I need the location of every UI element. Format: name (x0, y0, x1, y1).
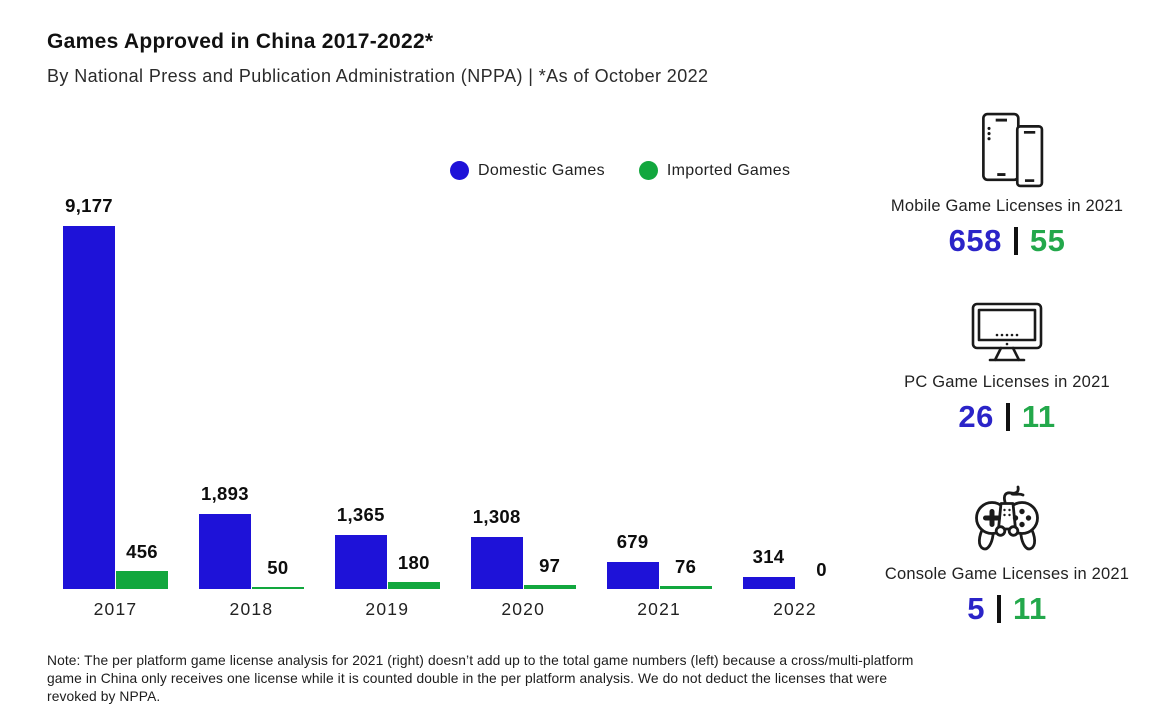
mobile-imported-count: 55 (1029, 223, 1066, 258)
domestic-value-label-2021: 679 (616, 531, 649, 553)
console-licenses-stat: Console Game Licenses in 2021 5 11 (870, 482, 1144, 627)
bar-group-2019: 1,365 180 2019 (334, 224, 440, 619)
year-label-2019: 2019 (365, 599, 410, 619)
domestic-bar-2017 (63, 226, 115, 589)
imported-bar-2021 (659, 586, 712, 589)
bar-chart: 9,177 456 2017 1,893 50 2018 1,365 180 2019 1,308… (63, 195, 853, 619)
year-label-2018: 2018 (229, 599, 274, 619)
year-label-2022: 2022 (773, 599, 817, 619)
license-stats-panel: Mobile Game Licenses in 2021 658 55 PC G… (870, 112, 1144, 632)
domestic-bar-2018 (198, 514, 251, 589)
pc-stat-label: PC Game Licenses in 2021 (904, 373, 1110, 391)
year-label-2017: 2017 (93, 599, 138, 619)
bar-group-2017: 9,177 456 2017 (63, 195, 168, 619)
mobile-licenses-stat: Mobile Game Licenses in 2021 658 55 (870, 112, 1144, 259)
imported-value-label-2019: 180 (397, 551, 430, 573)
console-stat-label: Console Game Licenses in 2021 (884, 565, 1130, 583)
imported-value-label-2021: 76 (675, 556, 697, 577)
separator-bar (996, 595, 1001, 623)
year-label-2020: 2020 (501, 599, 546, 619)
domestic-bar-2021 (606, 562, 659, 589)
legend-item-imported: Imported Games (638, 161, 791, 180)
imported-bar-2020 (523, 585, 576, 589)
mobile-phones-icon (982, 112, 1044, 188)
pc-imported-count: 11 (1021, 399, 1056, 434)
pc-domestic-count: 26 (958, 399, 994, 434)
page-title: Games Approved in China 2017-2022* (47, 30, 434, 53)
bar-group-2021: 679 76 2021 (606, 224, 712, 619)
legend-label-domestic: Domestic Games (478, 161, 605, 179)
imported-value-label-2018: 50 (267, 557, 289, 578)
domestic-value-label-2018: 1,893 (200, 483, 249, 505)
header: Games Approved in China 2017-2022* By Na… (47, 30, 708, 87)
page-subtitle: By National Press and Publication Admini… (47, 66, 709, 86)
legend-item-domestic: Domestic Games (450, 161, 605, 180)
domestic-swatch-icon (450, 161, 469, 180)
separator-bar (1005, 403, 1010, 431)
domestic-value-label-2022: 314 (752, 545, 785, 567)
bar-group-2020: 1,308 97 2020 (470, 224, 576, 619)
year-label-2021: 2021 (637, 599, 681, 619)
legend-label-imported: Imported Games (666, 161, 791, 179)
imported-bar-2018 (251, 587, 304, 589)
mobile-stat-numbers: 658 55 (870, 223, 1144, 259)
separator-bar (1013, 227, 1018, 255)
chart-legend: Domestic Games Imported Games (450, 161, 790, 180)
bar-group-2018: 1,893 50 2018 (198, 224, 304, 619)
domestic-bar-2022 (742, 576, 795, 589)
domestic-value-label-2017: 9,177 (65, 195, 113, 216)
imported-value-label-2020: 97 (539, 555, 561, 577)
pc-monitor-icon (971, 302, 1043, 362)
imported-value-label-2017: 456 (126, 540, 158, 562)
domestic-value-label-2020: 1,308 (472, 506, 521, 528)
imported-bar-2017 (116, 570, 168, 589)
domestic-value-label-2019: 1,365 (336, 504, 385, 526)
console-stat-numbers: 5 11 (870, 591, 1144, 627)
imported-value-label-2022: 0 (816, 559, 827, 580)
imported-bar-2019 (387, 581, 440, 589)
imported-swatch-icon (638, 161, 658, 180)
domestic-bar-2020 (470, 537, 523, 589)
console-imported-count: 11 (1012, 591, 1047, 626)
mobile-domestic-count: 658 (948, 223, 1002, 258)
pc-licenses-stat: PC Game Licenses in 2021 26 11 (870, 302, 1144, 435)
console-domestic-count: 5 (967, 591, 985, 626)
bar-group-2022: 314 0 2022 (742, 224, 848, 619)
domestic-bar-2019 (334, 535, 387, 589)
mobile-stat-label: Mobile Game Licenses in 2021 (890, 197, 1124, 215)
footnote: Note: The per platform game license anal… (47, 653, 914, 704)
pc-stat-numbers: 26 11 (870, 399, 1144, 435)
gamepad-icon (975, 485, 1039, 551)
